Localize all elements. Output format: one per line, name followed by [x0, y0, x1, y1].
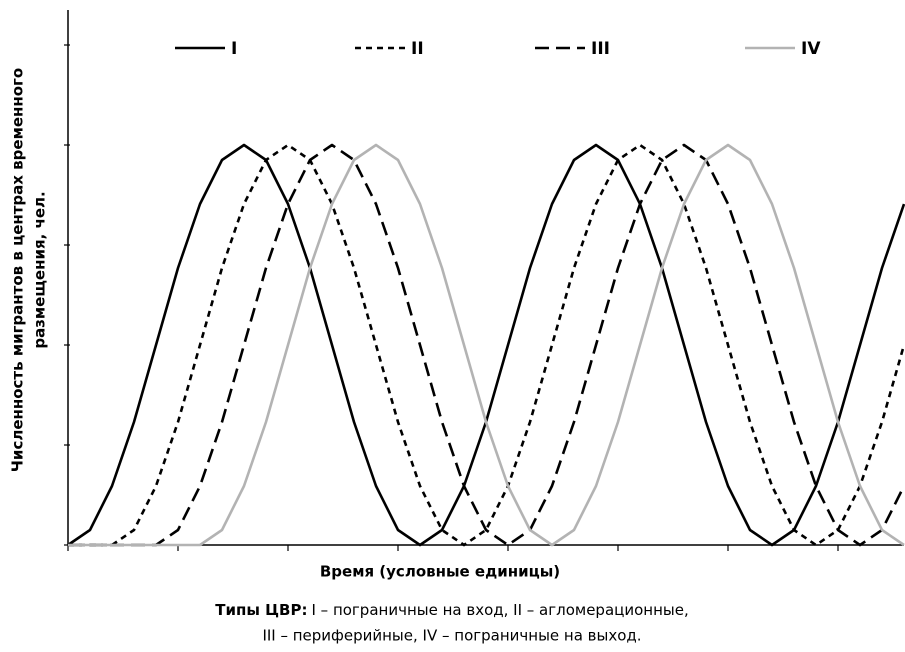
legend-label: III — [591, 39, 610, 59]
y-axis-label: Численность мигрантов в центрах временно… — [9, 68, 27, 472]
caption-text: I – пограничные на вход, II – агломераци… — [311, 601, 688, 619]
series-line — [68, 143, 905, 547]
series-line — [68, 143, 905, 547]
legend-label: I — [231, 39, 237, 59]
caption-label: Типы ЦВР: — [215, 601, 307, 619]
series-line — [68, 143, 905, 547]
legend-label: IV — [801, 39, 821, 59]
y-axis-label: размещения, чел. — [31, 191, 49, 348]
legend-label: II — [411, 39, 424, 59]
caption: Типы ЦВР: I – пограничные на вход, II – а… — [215, 601, 688, 619]
x-axis-label: Время (условные единицы) — [320, 563, 560, 581]
series-line — [67, 143, 905, 547]
caption-text: III – периферийные, IV – пограничные на … — [262, 627, 641, 645]
